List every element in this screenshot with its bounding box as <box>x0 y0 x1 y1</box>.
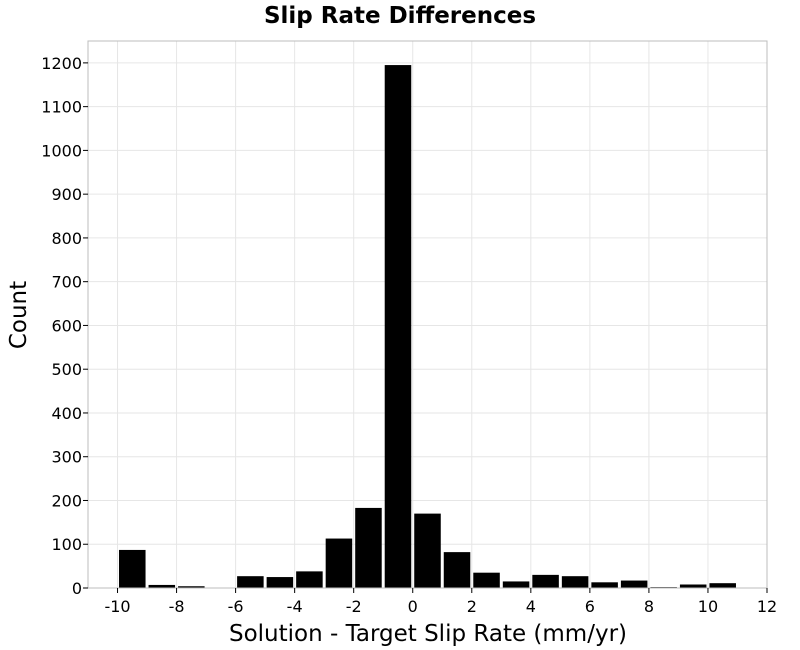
histogram-bar <box>709 583 736 588</box>
x-tick-label: -6 <box>228 597 244 616</box>
y-tick-label: 0 <box>72 579 82 598</box>
histogram-bar <box>384 65 412 589</box>
bars <box>119 65 736 589</box>
histogram-bar <box>178 586 205 588</box>
histogram-bar <box>148 584 176 588</box>
y-axis-label: Count <box>6 281 32 349</box>
y-tick-label: 100 <box>51 535 82 554</box>
histogram-bar <box>679 584 707 588</box>
histogram-bar <box>119 549 146 588</box>
y-tick-label: 300 <box>51 448 82 467</box>
x-axis-label: Solution - Target Slip Rate (mm/yr) <box>229 621 627 647</box>
x-tick-label: 12 <box>757 597 777 616</box>
y-tick-label: 700 <box>51 273 82 292</box>
histogram-bar <box>296 571 323 588</box>
histogram-bar <box>561 576 589 588</box>
x-tick-label: 0 <box>408 597 418 616</box>
x-tick-label: -2 <box>346 597 362 616</box>
plot-frame <box>87 40 768 589</box>
y-axis-ticks: 0 100 200 300 400 500 600 700 800 900 1000 1100 1200 <box>41 54 88 598</box>
x-axis-ticks: -10 -8 -6 -4 -2 0 2 4 6 8 10 12 <box>104 588 777 616</box>
y-tick-label: 1200 <box>41 54 82 73</box>
x-tick-label: 2 <box>467 597 477 616</box>
histogram-bar <box>414 513 441 588</box>
histogram-bar <box>355 507 382 588</box>
x-tick-label: 8 <box>644 597 654 616</box>
y-tick-label: 600 <box>51 316 82 335</box>
histogram-bar <box>237 576 264 588</box>
grid-lines <box>88 41 768 589</box>
x-tick-label: 4 <box>526 597 536 616</box>
y-tick-label: 800 <box>51 229 82 248</box>
histogram-bar <box>532 574 559 588</box>
chart-title: Slip Rate Differences <box>264 3 536 29</box>
x-tick-label: -10 <box>104 597 130 616</box>
y-tick-label: 500 <box>51 360 82 379</box>
x-tick-label: -8 <box>169 597 185 616</box>
y-tick-label: 1000 <box>41 141 82 160</box>
y-tick-label: 900 <box>51 185 82 204</box>
histogram-bar <box>266 577 294 588</box>
histogram-bar <box>473 572 500 588</box>
x-tick-label: 6 <box>585 597 595 616</box>
y-tick-label: 1100 <box>41 98 82 117</box>
y-tick-label: 200 <box>51 491 82 510</box>
histogram-bar <box>443 552 471 588</box>
histogram-bar <box>502 581 530 588</box>
histogram-bar <box>591 582 618 588</box>
y-tick-label: 400 <box>51 404 82 423</box>
x-tick-label: -4 <box>287 597 303 616</box>
histogram-bar <box>620 580 648 588</box>
x-tick-label: 10 <box>698 597 718 616</box>
histogram-bar <box>325 538 353 588</box>
